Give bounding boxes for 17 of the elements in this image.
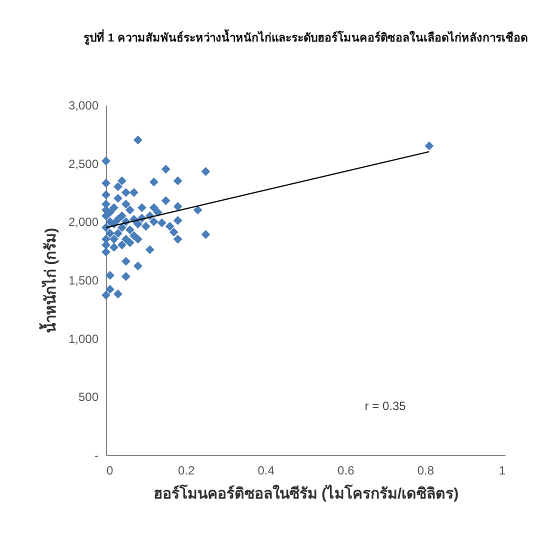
x-tick-label: 0.6: [338, 464, 355, 478]
x-axis-title: ฮอร์โมนคอร์ติซอลในซีรัม (ไมโครกรัม/เดซิลิตร): [153, 484, 459, 502]
annotation: r = 0.35: [364, 399, 406, 413]
x-tick-label: 0.2: [178, 464, 195, 478]
y-tick-label: 500: [78, 390, 99, 404]
y-tick-label: -: [94, 448, 98, 462]
y-tick-label: 2,500: [68, 156, 99, 171]
x-tick-label: 0.4: [258, 464, 275, 478]
y-tick-label: 2,000: [68, 215, 99, 230]
x-tick-label: 0.8: [417, 464, 434, 478]
y-axis-title: น้ำหนักไก่ (กรัม): [38, 228, 60, 334]
x-tick-label: 0: [106, 464, 114, 478]
x-tick-label: 1: [498, 464, 506, 478]
y-tick-label: 3,000: [68, 98, 99, 112]
y-tick-label: 1,000: [68, 332, 99, 346]
y-tick-label: 1,500: [68, 274, 99, 288]
chart-title: รูปที่ 1 ความสัมพันธ์ระหว่างน้ำหนักไก่และระดับฮอร์โมนคอร์ติซอลในเลือดไก่หลังการเชือด: [84, 28, 528, 46]
